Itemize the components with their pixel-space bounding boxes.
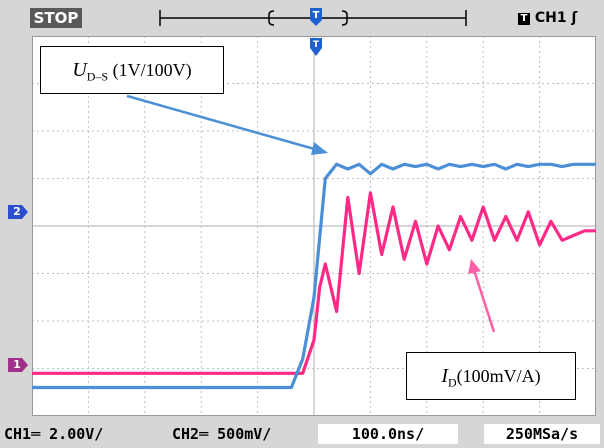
horizontal-position-bar: T	[159, 8, 467, 26]
ch2-scale[interactable]: CH2═ 500mV/	[172, 425, 272, 443]
ch1-scale[interactable]: CH1═ 2.00V/	[4, 425, 104, 443]
screen-border	[32, 36, 596, 416]
id-subscript: D	[448, 375, 457, 390]
svg-text:T: T	[313, 10, 320, 21]
top-status-bar: STOP T T CH1 ʃ	[0, 0, 604, 34]
id-scale: (100mV/A)	[456, 366, 541, 386]
trigger-source[interactable]: T CH1 ʃ	[518, 8, 577, 28]
uds-scale: (1V/100V)	[108, 60, 192, 80]
ch2-trace	[32, 162, 596, 390]
ch1-marker-label: 1	[13, 358, 21, 371]
id-label: ID(100mV/A)	[406, 352, 576, 400]
ch1-trace	[32, 191, 596, 375]
run-stop-indicator[interactable]: STOP	[30, 8, 82, 28]
id-arrow	[468, 259, 496, 333]
uds-label: UD–S (1V/100V)	[40, 46, 224, 94]
uds-subscript: D–S	[86, 69, 109, 84]
timebase[interactable]: 100.0ns/	[318, 424, 458, 444]
uds-arrow	[126, 94, 328, 155]
sample-rate: 250MSa/s	[484, 424, 600, 444]
uds-symbol: U	[72, 59, 87, 81]
bottom-status-bar: CH1═ 2.00V/ CH2═ 500mV/ 100.0ns/ 250MSa/…	[0, 418, 604, 448]
svg-text:T: T	[313, 40, 320, 50]
trigger-icon: T	[518, 13, 530, 25]
trigger-marker: T	[310, 38, 322, 56]
ch2-ground-marker[interactable]: 2	[8, 205, 28, 219]
id-symbol: I	[441, 365, 448, 387]
ch2-marker-label: 2	[13, 205, 21, 218]
trigger-source-label: CH1 ʃ	[534, 10, 578, 26]
ch1-ground-marker[interactable]: 1	[8, 358, 28, 372]
